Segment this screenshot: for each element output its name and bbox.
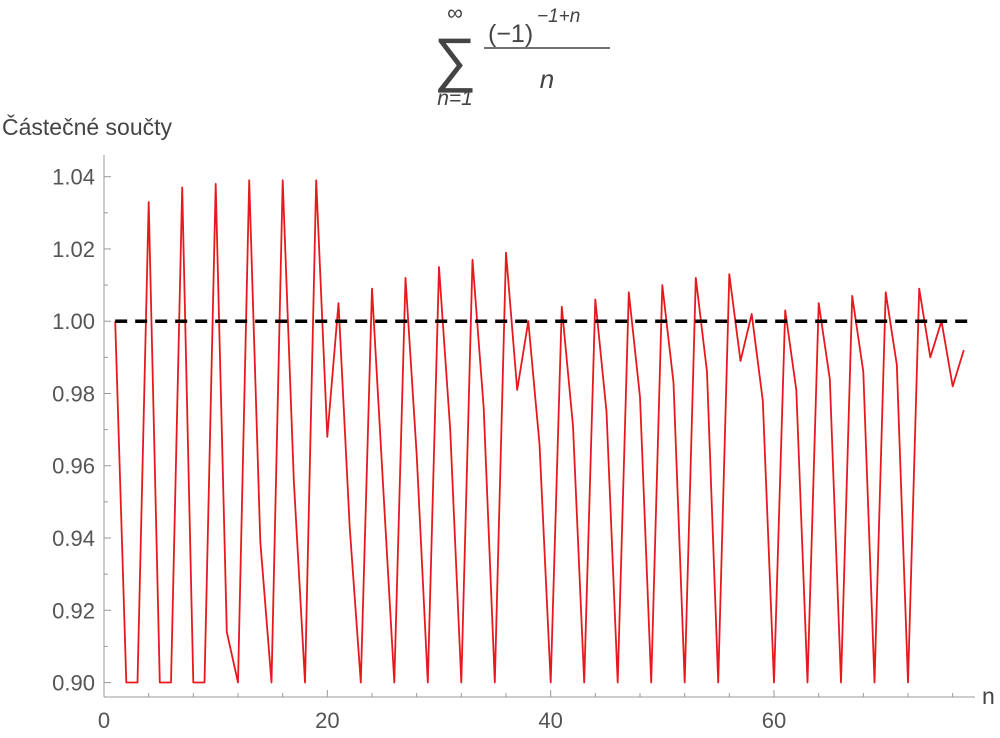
y-ticks: 0.90 0.92 0.94 0.96 0.98 1.00 1.02 1.04 xyxy=(52,165,111,696)
x-tick-label: 40 xyxy=(538,708,562,733)
series-layer xyxy=(114,179,975,684)
formula-denominator: n xyxy=(540,64,554,94)
x-tick-label: 0 xyxy=(98,708,110,733)
y-axis-title: Částečné součty xyxy=(2,113,173,140)
x-ticks: 0 20 40 60 xyxy=(98,690,954,733)
x-axis-title: n xyxy=(982,683,995,709)
formula-numerator-base: (−1) xyxy=(488,20,533,48)
formula-upper-limit: ∞ xyxy=(447,0,463,25)
y-tick-label: 0.90 xyxy=(52,671,95,696)
y-tick-label: 0.92 xyxy=(52,598,95,623)
y-tick-label: 1.04 xyxy=(52,165,95,190)
y-tick-label: 1.00 xyxy=(52,309,95,334)
x-tick-label: 20 xyxy=(315,708,339,733)
formula-lower-limit: n=1 xyxy=(437,87,473,110)
series-formula: ∞ ∑ n=1 (−1) −1+n n xyxy=(434,0,610,110)
formula-sum-symbol: ∑ xyxy=(434,26,477,93)
y-tick-label: 0.98 xyxy=(52,381,95,406)
y-tick-label: 1.02 xyxy=(52,237,95,262)
x-tick-label: 60 xyxy=(762,708,786,733)
y-tick-label: 0.96 xyxy=(52,454,95,479)
partial-sums-line xyxy=(114,179,965,684)
y-tick-label: 0.94 xyxy=(52,526,95,551)
formula-numerator-exponent: −1+n xyxy=(537,6,580,27)
